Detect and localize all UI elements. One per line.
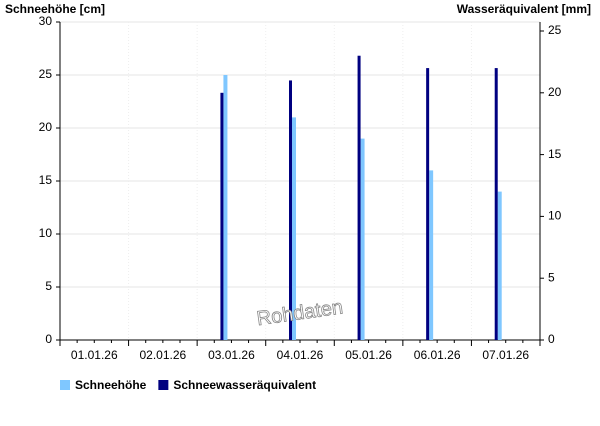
- y2-tick-label: 20: [548, 85, 562, 99]
- y-tick-label: 30: [39, 14, 53, 28]
- y2-tick-label: 15: [548, 147, 562, 161]
- x-tick-label: 06.01.26: [414, 348, 461, 362]
- bar: [292, 117, 296, 341]
- x-tick-label: 02.01.26: [139, 348, 186, 362]
- watermark: Rohdaten: [255, 296, 344, 330]
- x-tick-label: 03.01.26: [208, 348, 255, 362]
- y2-tick-label: 25: [548, 23, 562, 37]
- legend-label: Schneehöhe: [75, 378, 147, 392]
- y-tick-label: 20: [39, 120, 53, 134]
- y-tick-label: 5: [45, 279, 52, 293]
- y2-tick-label: 5: [548, 270, 555, 284]
- bar: [497, 191, 502, 340]
- bar: [220, 92, 224, 340]
- legend-swatch: [60, 380, 70, 390]
- x-tick-label: 04.01.26: [277, 348, 324, 362]
- bar: [357, 55, 361, 340]
- bar: [426, 68, 430, 340]
- bar: [429, 170, 434, 340]
- bar: [360, 138, 365, 340]
- legend-swatch: [158, 380, 169, 390]
- bar: [223, 75, 228, 340]
- bar: [494, 68, 498, 340]
- bar: [289, 80, 292, 340]
- y-tick-label: 10: [39, 226, 53, 240]
- x-tick-label: 07.01.26: [482, 348, 529, 362]
- y-tick-label: 15: [39, 173, 53, 187]
- y-tick-label: 25: [39, 67, 53, 81]
- legend-label: Schneewasseräquivalent: [173, 378, 316, 392]
- x-tick-label: 01.01.26: [71, 348, 118, 362]
- y2-tick-label: 10: [548, 209, 562, 223]
- y-tick-label: 0: [45, 332, 52, 346]
- y2-axis-title: Wasseräquivalent [mm]: [457, 2, 591, 16]
- y-axis-title: Schneehöhe [cm]: [5, 2, 105, 16]
- y2-tick-label: 0: [548, 332, 555, 346]
- x-tick-label: 05.01.26: [345, 348, 392, 362]
